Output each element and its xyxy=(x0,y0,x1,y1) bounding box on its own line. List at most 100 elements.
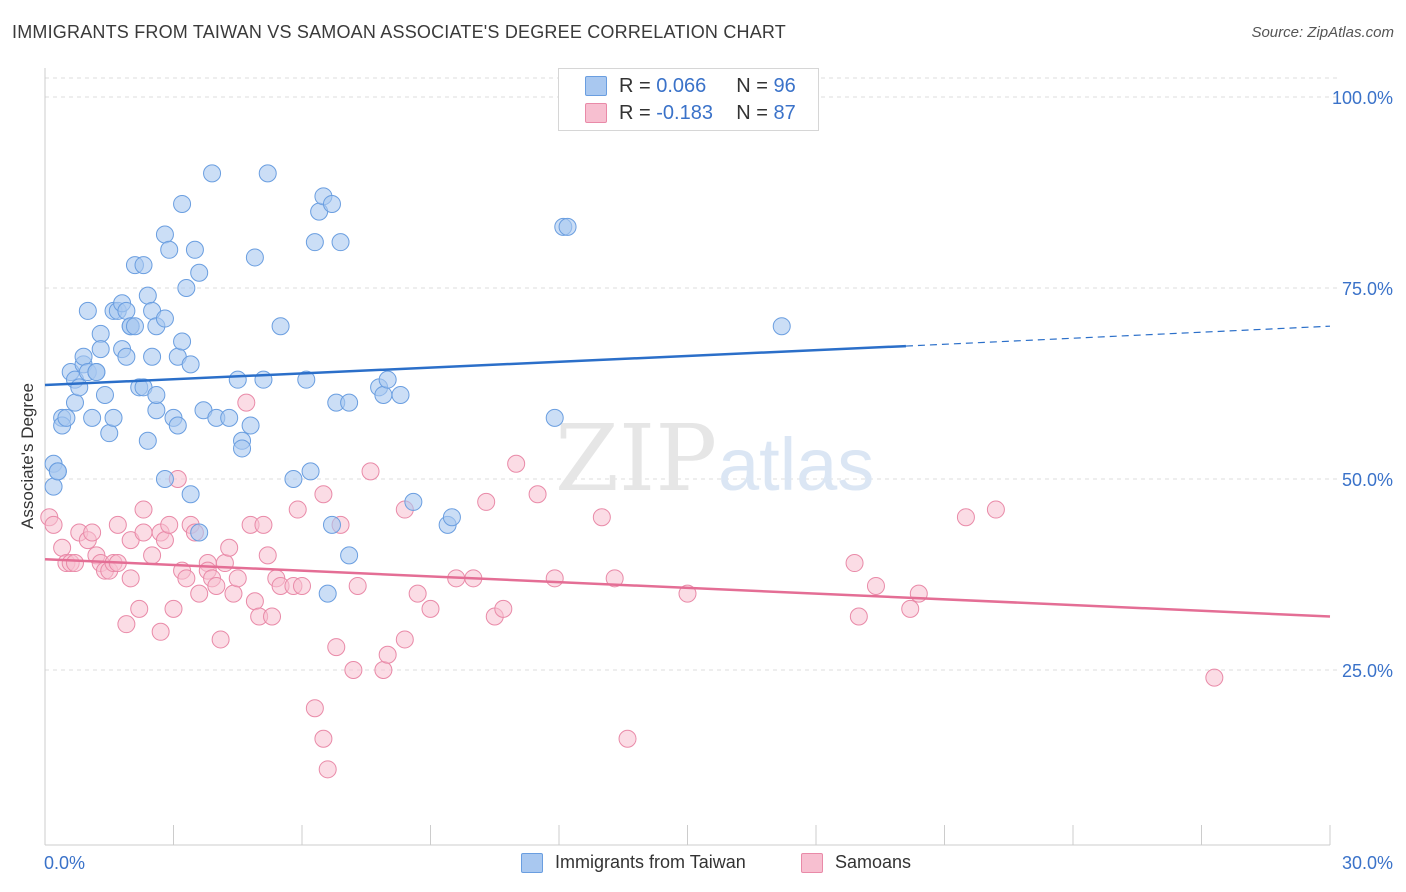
legend-n-label: N = xyxy=(736,74,768,97)
taiwan-point xyxy=(305,233,324,252)
taiwan-point xyxy=(772,317,791,336)
samoans-point xyxy=(305,699,324,718)
samoans-point xyxy=(134,500,153,519)
samoans-point xyxy=(151,622,170,641)
taiwan-point xyxy=(271,317,290,336)
taiwan-point xyxy=(318,584,337,603)
watermark-atlas: atlas xyxy=(718,423,874,506)
samoans-point xyxy=(421,599,440,618)
samoans-point xyxy=(494,599,513,618)
samoans-point xyxy=(44,515,63,534)
taiwan-point xyxy=(297,370,316,389)
taiwan-point xyxy=(331,233,350,252)
taiwan-point xyxy=(177,279,196,297)
bottom-legend-taiwan: Immigrants from Taiwan xyxy=(521,852,746,873)
taiwan-point xyxy=(301,462,320,481)
samoans-point xyxy=(207,576,226,595)
taiwan-trend-extension xyxy=(905,325,1331,347)
samoans-point xyxy=(224,584,243,603)
taiwan-point xyxy=(284,470,303,488)
taiwan-point xyxy=(220,408,239,427)
samoans-point xyxy=(254,515,273,534)
taiwan-point xyxy=(48,462,67,481)
taiwan-point xyxy=(340,393,359,412)
taiwan-point xyxy=(44,477,63,496)
taiwan-point xyxy=(104,408,123,427)
samoans-point xyxy=(220,538,239,557)
x-tick-label: 30.0% xyxy=(1342,853,1393,873)
samoans-point xyxy=(108,515,127,534)
samoans-point xyxy=(155,531,174,550)
y-axis-label: Associate's Degree xyxy=(18,383,37,529)
samoans-point xyxy=(344,661,363,679)
samoans-point xyxy=(605,569,624,588)
taiwan-point xyxy=(258,164,277,183)
taiwan-point xyxy=(181,485,200,504)
axes xyxy=(44,68,1331,846)
legend-n-value: 87 xyxy=(773,101,796,124)
samoans-point xyxy=(288,500,307,519)
legend-n-label: N = xyxy=(736,101,768,124)
samoans-point xyxy=(678,584,697,603)
samoans-point xyxy=(117,615,136,634)
samoans-point xyxy=(215,554,234,573)
samoans-point xyxy=(361,462,380,481)
samoans-point xyxy=(293,576,311,595)
taiwan-point xyxy=(155,470,174,488)
taiwan-point xyxy=(91,324,110,343)
taiwan-point xyxy=(404,492,423,511)
samoans-point xyxy=(592,508,611,527)
samoans-point xyxy=(901,599,920,618)
y-tick-label: 100.0% xyxy=(1332,88,1393,108)
samoans-point xyxy=(327,638,346,657)
taiwan-point xyxy=(442,508,461,527)
samoans-point xyxy=(228,569,247,588)
samoans-point xyxy=(258,546,277,565)
taiwan-point xyxy=(74,347,93,366)
samoans-point xyxy=(134,523,153,542)
taiwan-point xyxy=(391,385,410,404)
taiwan-point xyxy=(228,370,247,389)
taiwan-point xyxy=(57,408,76,427)
samoans-point xyxy=(177,569,196,588)
taiwan-point xyxy=(65,393,84,412)
taiwan-point xyxy=(125,317,144,336)
samoans-point xyxy=(395,630,414,649)
source-label: Source: ZipAtlas.com xyxy=(1251,24,1394,41)
taiwan-point xyxy=(241,416,260,435)
taiwan-point xyxy=(147,385,166,404)
samoans-point xyxy=(378,645,397,664)
taiwan-point xyxy=(233,439,252,458)
samoans-point xyxy=(986,500,1005,519)
bottom-legend-label: Immigrants from Taiwan xyxy=(555,852,746,872)
bottom-legend-samoans: Samoans xyxy=(801,852,911,873)
samoans-point xyxy=(849,607,868,626)
taiwan-point xyxy=(143,347,162,366)
taiwan-point xyxy=(322,515,341,534)
y-tick-label: 25.0% xyxy=(1342,661,1393,681)
samoans-point xyxy=(121,569,140,588)
taiwan-point xyxy=(117,347,136,366)
samoans-point xyxy=(374,661,393,679)
taiwan-point xyxy=(203,164,222,183)
taiwan-point xyxy=(173,332,192,351)
samoans-point xyxy=(528,485,547,504)
samoans-point xyxy=(211,630,230,649)
watermark-zip: ZIP xyxy=(555,405,717,512)
taiwan-point xyxy=(70,378,89,397)
samoans-point xyxy=(130,599,149,618)
samoans-point xyxy=(53,538,72,557)
legend-r-value: 0.066 xyxy=(656,74,707,97)
samoans-point xyxy=(866,576,885,595)
taiwan-point xyxy=(95,385,114,404)
taiwan-point xyxy=(155,225,174,244)
legend-swatch-blue xyxy=(585,76,607,96)
samoans-point xyxy=(318,760,337,779)
samoans-point xyxy=(164,599,183,618)
taiwan-point xyxy=(374,385,393,404)
taiwan-point xyxy=(545,408,564,427)
samoans-point xyxy=(237,393,256,412)
taiwan-point xyxy=(78,301,97,320)
samoans-point xyxy=(143,546,162,565)
